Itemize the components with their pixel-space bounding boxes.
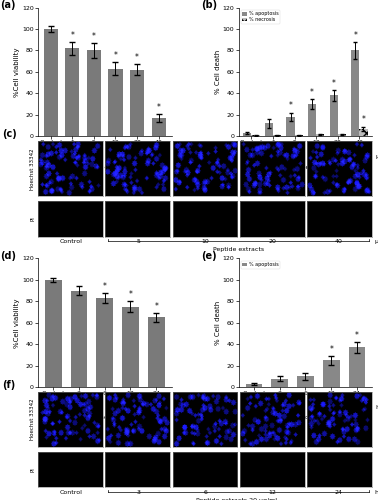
Bar (273, 135, 281, 136)
Bar (271, 378, 288, 387)
Bar (349, 348, 365, 387)
Y-axis label: Hoechst 33342: Hoechst 33342 (30, 399, 35, 440)
Bar (71, 290, 87, 387)
Y-axis label: %Cell viability: %Cell viability (14, 298, 20, 348)
Text: *: * (154, 302, 158, 311)
Text: (c): (c) (2, 129, 17, 139)
Text: *: * (288, 102, 293, 110)
Y-axis label: PI: PI (30, 216, 35, 222)
Text: 20: 20 (268, 239, 276, 244)
Y-axis label: % Cell death: % Cell death (215, 300, 221, 345)
Bar (265, 124, 273, 136)
Text: Peptide extracts: Peptide extracts (213, 247, 264, 252)
Text: *: * (157, 102, 161, 112)
Text: *: * (361, 116, 366, 124)
Text: *: * (92, 32, 96, 41)
Text: Peptide extracts 20 μg/mL.: Peptide extracts 20 μg/mL. (62, 416, 147, 420)
Text: *: * (113, 51, 118, 60)
Bar (251, 135, 260, 136)
Bar (316, 134, 324, 136)
Text: μg/mL.: μg/mL. (375, 154, 378, 159)
Bar (152, 118, 166, 136)
Y-axis label: % Cell death: % Cell death (215, 50, 221, 94)
Text: (a): (a) (0, 0, 16, 10)
Text: Peptide extracts: Peptide extracts (79, 164, 130, 170)
Bar (87, 50, 101, 136)
Bar (359, 128, 367, 136)
Text: (e): (e) (201, 250, 217, 260)
Bar (297, 376, 314, 387)
Text: *: * (310, 88, 314, 96)
Bar (148, 318, 164, 387)
Text: 40: 40 (335, 239, 343, 244)
Text: 24: 24 (335, 490, 343, 495)
Text: 10: 10 (201, 239, 209, 244)
Text: Peptide extracts 20 μg/mL.: Peptide extracts 20 μg/mL. (263, 416, 348, 420)
Bar (243, 133, 251, 136)
Text: Control: Control (60, 490, 83, 495)
Text: 3: 3 (136, 490, 140, 495)
Bar (287, 117, 294, 136)
Text: Peptide extracts 20 μg/mL.: Peptide extracts 20 μg/mL. (196, 498, 281, 500)
Text: *: * (329, 345, 333, 354)
Text: h: h (375, 405, 378, 410)
Bar (323, 360, 339, 387)
Text: Control: Control (60, 239, 83, 244)
Bar (108, 68, 122, 136)
Legend: % apoptosis: % apoptosis (241, 261, 280, 269)
Legend: % apoptosis, % necrosis: % apoptosis, % necrosis (241, 10, 280, 24)
Text: h: h (174, 405, 178, 410)
Text: μg/mL: μg/mL (174, 154, 194, 159)
Text: *: * (135, 53, 139, 62)
Text: *: * (355, 331, 359, 340)
Bar (65, 48, 79, 136)
Text: (d): (d) (0, 250, 16, 260)
Bar (44, 29, 58, 136)
Y-axis label: Hoechst 33342: Hoechst 33342 (30, 148, 35, 190)
Text: *: * (332, 79, 336, 88)
Y-axis label: PI: PI (30, 468, 35, 472)
Y-axis label: %Cell viability: %Cell viability (14, 47, 20, 96)
Text: (b): (b) (201, 0, 217, 10)
Bar (351, 50, 359, 136)
Bar (308, 104, 316, 136)
Bar (330, 96, 338, 136)
Text: *: * (70, 30, 74, 40)
Bar (338, 134, 346, 136)
Text: 6: 6 (203, 490, 207, 495)
Text: μg/mL.: μg/mL. (374, 239, 378, 244)
Bar (246, 384, 262, 387)
Bar (294, 135, 303, 136)
Text: h: h (374, 490, 378, 495)
Bar (96, 298, 113, 387)
Text: *: * (353, 30, 357, 40)
Text: *: * (129, 290, 132, 299)
Text: Peptide extracts: Peptide extracts (280, 164, 331, 170)
Bar (130, 70, 144, 136)
Bar (122, 306, 139, 387)
Bar (45, 280, 62, 387)
Text: (f): (f) (2, 380, 15, 390)
Text: 12: 12 (268, 490, 276, 495)
Text: *: * (103, 282, 107, 290)
Text: 5: 5 (136, 239, 140, 244)
